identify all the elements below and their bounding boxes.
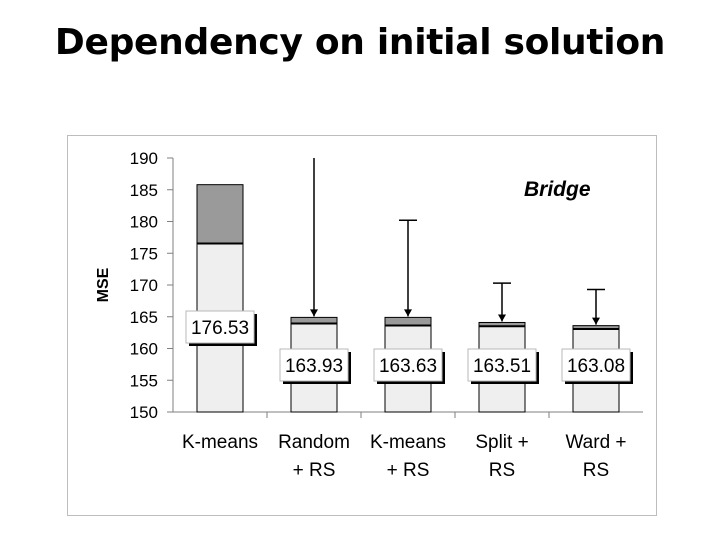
bar-upper [196, 184, 244, 245]
y-tick-label: 160 [130, 340, 158, 359]
data-label: 163.08 [567, 356, 625, 377]
whisker-arrowhead [404, 309, 412, 317]
y-tick-label: 170 [130, 276, 158, 295]
data-label-box [467, 348, 537, 382]
data-label: 163.63 [379, 356, 437, 377]
y-tick-label: 185 [130, 181, 158, 200]
data-label: 163.51 [473, 356, 531, 377]
x-category-label: K-means [370, 432, 446, 453]
data-label-box [373, 348, 443, 382]
axis-layer: 150 155 160 165 170 175 180 185 190 [130, 149, 643, 422]
slide-title: Dependency on initial solution [54, 22, 666, 63]
x-category-label: RS [583, 460, 609, 481]
x-category-label: Random [278, 432, 350, 453]
dataset-annotation: Bridge [524, 178, 591, 201]
data-label-box [185, 310, 255, 344]
bar-upper [384, 316, 432, 326]
y-tick-label: 180 [130, 213, 158, 232]
y-tick-label: 155 [130, 371, 158, 390]
y-tick-label: 150 [130, 403, 158, 422]
x-category-label: + RS [387, 460, 430, 481]
x-category-label: Split + [475, 432, 528, 453]
data-label-box [561, 348, 631, 382]
x-category-label: K-means [182, 432, 258, 453]
whisker-arrowhead [498, 314, 506, 322]
chart-frame [67, 135, 657, 516]
y-tick-label: 175 [130, 244, 158, 263]
label-layer: 176.53 K-means 163.93 Random + RS 163.63 K-mea… [182, 310, 633, 481]
x-category-label: + RS [293, 460, 336, 481]
data-label-box [279, 348, 349, 382]
x-category-label: RS [489, 460, 515, 481]
y-axis-label: MSE [95, 267, 112, 302]
x-category-label: Ward + [565, 432, 626, 453]
whisker-arrowhead [310, 309, 318, 317]
y-tick-label: 165 [130, 308, 158, 327]
y-tick-label: 190 [130, 149, 158, 168]
whisker-arrowhead [592, 317, 600, 325]
data-label: 163.93 [285, 356, 343, 377]
data-label: 176.53 [191, 318, 249, 339]
